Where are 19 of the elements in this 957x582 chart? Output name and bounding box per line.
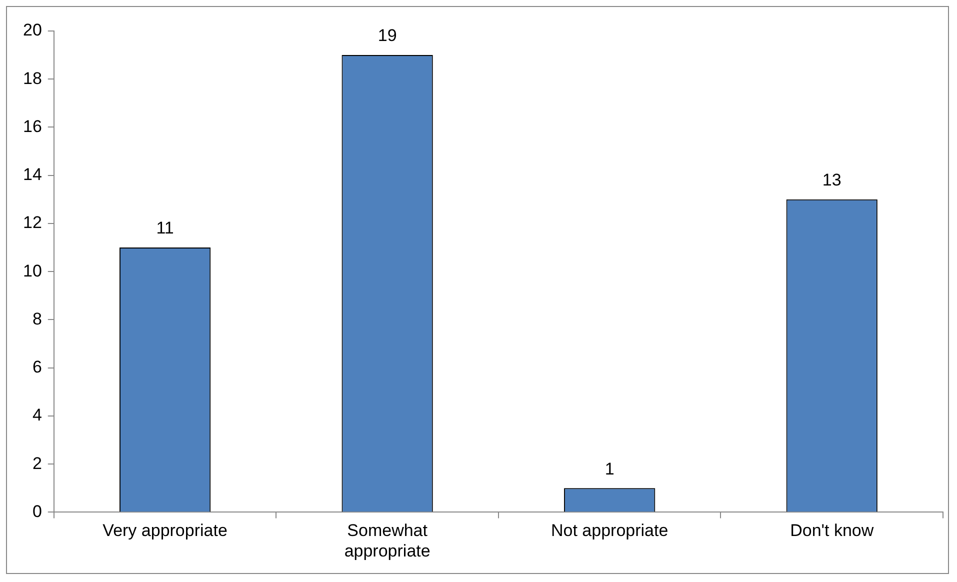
x-tick-label: Not appropriate xyxy=(550,521,668,540)
y-tick-label: 18 xyxy=(22,68,42,88)
data-label: 11 xyxy=(156,218,174,238)
y-tick-label: 12 xyxy=(22,213,42,232)
x-tick-label: Very appropriate xyxy=(102,521,228,540)
y-tick-label: 6 xyxy=(32,358,42,377)
y-tick-label: 0 xyxy=(32,502,42,521)
data-label: 1 xyxy=(604,459,614,478)
y-tick-label: 4 xyxy=(32,406,42,425)
y-tick-label: 20 xyxy=(22,20,42,40)
x-tick-label: Somewhat appropriate xyxy=(344,521,430,560)
data-label: 19 xyxy=(378,26,397,46)
x-tick-label: Don't know xyxy=(790,521,874,540)
y-tick-label: 8 xyxy=(32,309,42,328)
y-tick-label: 14 xyxy=(22,165,42,184)
y-tick-label: 16 xyxy=(22,116,42,136)
data-label: 13 xyxy=(822,170,842,190)
y-tick-label: 10 xyxy=(22,261,42,280)
y-tick-label: 2 xyxy=(32,454,42,473)
